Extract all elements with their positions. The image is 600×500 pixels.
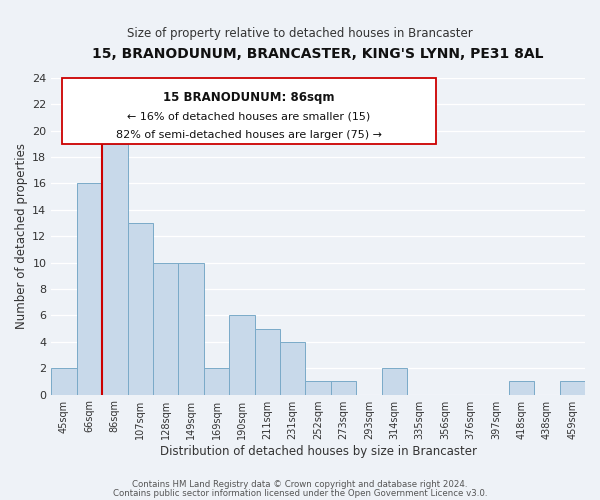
Bar <box>305 382 331 394</box>
Bar <box>153 262 178 394</box>
Bar <box>128 223 153 394</box>
Bar <box>204 368 229 394</box>
Bar <box>254 328 280 394</box>
Text: ← 16% of detached houses are smaller (15): ← 16% of detached houses are smaller (15… <box>127 111 370 121</box>
Text: Contains HM Land Registry data © Crown copyright and database right 2024.: Contains HM Land Registry data © Crown c… <box>132 480 468 489</box>
Bar <box>51 368 77 394</box>
Bar <box>382 368 407 394</box>
Text: 15 BRANODUNUM: 86sqm: 15 BRANODUNUM: 86sqm <box>163 90 335 104</box>
Text: 82% of semi-detached houses are larger (75) →: 82% of semi-detached houses are larger (… <box>116 130 382 140</box>
Bar <box>280 342 305 394</box>
Title: 15, BRANODUNUM, BRANCASTER, KING'S LYNN, PE31 8AL: 15, BRANODUNUM, BRANCASTER, KING'S LYNN,… <box>92 48 544 62</box>
Text: Size of property relative to detached houses in Brancaster: Size of property relative to detached ho… <box>127 28 473 40</box>
Bar <box>560 382 585 394</box>
Bar <box>102 144 128 395</box>
Text: Contains public sector information licensed under the Open Government Licence v3: Contains public sector information licen… <box>113 488 487 498</box>
Bar <box>509 382 534 394</box>
Bar <box>331 382 356 394</box>
Y-axis label: Number of detached properties: Number of detached properties <box>15 144 28 330</box>
Bar <box>229 316 254 394</box>
Bar <box>178 262 204 394</box>
FancyBboxPatch shape <box>62 78 436 144</box>
X-axis label: Distribution of detached houses by size in Brancaster: Distribution of detached houses by size … <box>160 444 476 458</box>
Bar <box>77 184 102 394</box>
